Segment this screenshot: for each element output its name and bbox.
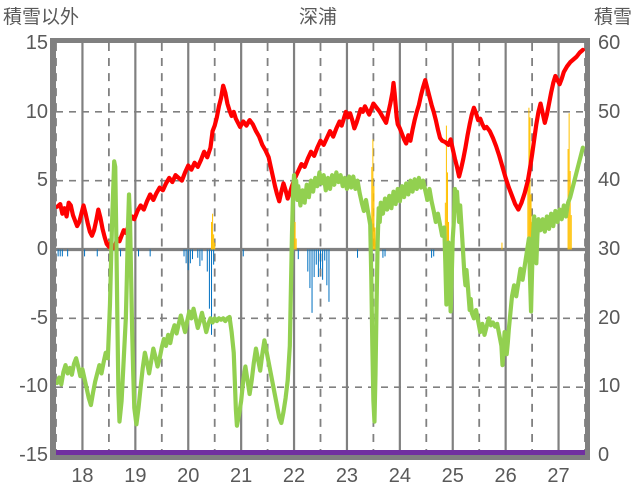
y-tick-right: 60 <box>598 32 621 54</box>
precipitation-bar <box>382 249 384 258</box>
snow-bar <box>445 125 447 250</box>
y-tick-left: -5 <box>30 306 48 329</box>
precipitation-bar <box>433 249 435 257</box>
snow-bar <box>501 242 503 250</box>
precipitation-bar <box>120 249 122 257</box>
precipitation-bar <box>185 249 187 264</box>
precipitation-bar <box>297 249 299 260</box>
y-tick-right: 0 <box>598 444 610 466</box>
precipitation-bar <box>213 249 215 265</box>
precipitation-bar <box>242 249 244 257</box>
y-tick-left: -10 <box>19 375 48 398</box>
x-tick: 26 <box>494 465 517 487</box>
snow-bar <box>295 238 297 250</box>
snow-bar <box>446 172 448 250</box>
precipitation-bar <box>189 249 191 264</box>
snow-bar <box>529 117 531 250</box>
right-axis-title: 積雪 <box>593 6 632 28</box>
snow-bar <box>568 113 570 250</box>
series-line <box>56 47 585 251</box>
y-tick-left: -15 <box>19 444 48 466</box>
x-tick: 23 <box>335 465 359 487</box>
precipitation-bar <box>322 249 324 280</box>
precipitation-bar <box>84 249 86 257</box>
y-tick-right: 20 <box>598 306 621 329</box>
precipitation-bar <box>61 249 63 257</box>
precipitation-bar <box>309 249 311 289</box>
snow-bar <box>570 215 572 250</box>
precipitation-bar <box>324 249 326 261</box>
snow-bar <box>211 221 213 250</box>
y-tick-left: 0 <box>36 238 48 260</box>
precipitation-bar <box>384 249 386 257</box>
precipitation-bar <box>191 249 193 260</box>
snow-bar <box>530 194 532 250</box>
snow-bar <box>527 180 529 250</box>
snow-bar <box>213 234 215 250</box>
x-tick: 25 <box>441 465 464 487</box>
x-tick: 27 <box>547 465 570 487</box>
precipitation-bar <box>208 249 210 309</box>
precipitation-bar <box>197 249 199 258</box>
precipitation-bar <box>57 249 59 257</box>
precipitation-bar <box>59 249 61 257</box>
x-tick: 20 <box>177 465 200 487</box>
precipitation-bar <box>206 249 208 272</box>
snow-bar <box>372 139 374 250</box>
y-tick-right: 40 <box>598 169 621 192</box>
y-tick-right: 30 <box>598 238 621 260</box>
snow-bar <box>374 227 376 250</box>
precipitation-bar <box>315 249 317 265</box>
x-tick: 19 <box>124 465 147 487</box>
plot-area <box>50 38 590 460</box>
snow-bar <box>212 213 214 250</box>
line-series <box>56 47 585 455</box>
precipitation-bar <box>328 249 330 302</box>
snow-bar <box>214 242 216 250</box>
x-tick: 21 <box>230 465 253 487</box>
y-tick-right: 10 <box>598 375 621 398</box>
precipitation-bar <box>326 249 328 286</box>
page-title: 深浦 <box>298 6 337 28</box>
y-tick-left: 10 <box>25 100 48 123</box>
snow-bar <box>371 166 373 250</box>
x-tick: 18 <box>71 465 94 487</box>
precipitation-bar <box>67 249 69 257</box>
precipitation-bar <box>307 249 309 272</box>
x-tick: 24 <box>388 465 411 487</box>
precipitation-bar <box>199 249 201 267</box>
x-tick: 22 <box>282 465 306 487</box>
precipitation-bar <box>138 249 140 257</box>
precipitation-bar <box>313 249 315 278</box>
gridlines <box>56 43 585 455</box>
series-line <box>56 145 585 428</box>
precipitation-bar <box>431 249 433 258</box>
precipitation-bar <box>96 249 98 257</box>
left-axis-title: 積雪以外 <box>3 6 80 28</box>
precipitation-bar <box>317 249 319 278</box>
precipitation-bar <box>211 249 213 335</box>
y-tick-left: 15 <box>25 32 48 54</box>
precipitation-bar <box>201 249 203 261</box>
snow-bar <box>294 221 296 250</box>
precipitation-bar <box>319 249 322 269</box>
precipitation-bar <box>357 249 359 258</box>
precipitation-bar <box>183 249 185 257</box>
snow-bar <box>448 221 450 250</box>
y-tick-right: 50 <box>598 100 621 123</box>
snow-bar <box>569 171 571 250</box>
precipitation-bar <box>149 249 151 257</box>
precipitation-bar <box>311 249 313 313</box>
precipitation-bar <box>187 249 189 271</box>
y-tick-left: 5 <box>36 169 48 192</box>
snow-bar <box>373 186 375 250</box>
